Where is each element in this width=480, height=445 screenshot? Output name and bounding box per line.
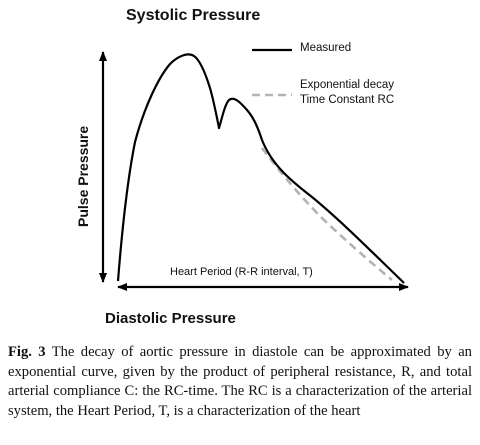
- pulse-pressure-label: Pulse Pressure: [75, 126, 91, 227]
- heart-period-label: Heart Period (R-R interval, T): [170, 266, 313, 278]
- systolic-pressure-label: Systolic Pressure: [126, 7, 260, 24]
- pressure-diagram: Systolic Pressure Pulse Pressure Measure…: [75, 7, 409, 327]
- legend-decay-label-line2: Time Constant RC: [300, 94, 394, 106]
- legend-decay-label-line1: Exponential decay: [300, 79, 394, 91]
- diastolic-pressure-label: Diastolic Pressure: [105, 310, 236, 327]
- exponential-decay-curve: [260, 147, 393, 281]
- measured-pressure-curve: [116, 53, 405, 284]
- caption-text: The decay of aortic pressure in diastole…: [8, 344, 472, 419]
- legend-measured-label: Measured: [300, 42, 351, 54]
- figure-number: Fig. 3: [8, 344, 46, 360]
- figure-caption: Fig. 3 The decay of aortic pressure in d…: [8, 343, 472, 421]
